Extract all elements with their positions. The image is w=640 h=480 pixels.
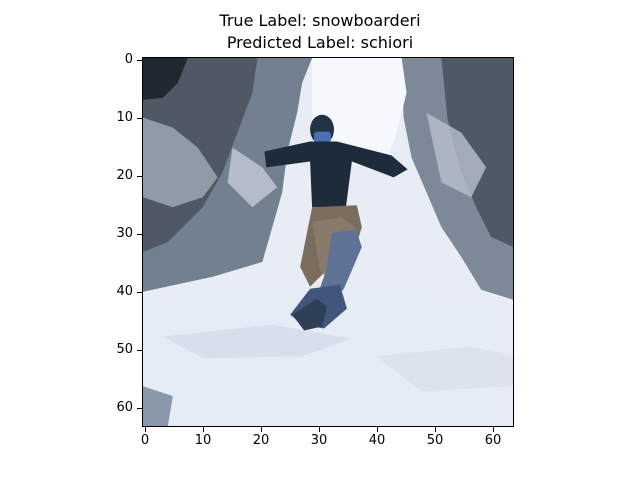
x-tick-0 — [145, 427, 146, 432]
y-tick-label-40: 40 — [116, 284, 133, 299]
x-tick-label-0: 0 — [140, 433, 150, 448]
x-tick-label-60: 60 — [484, 433, 502, 448]
x-tick-40 — [377, 427, 378, 432]
x-tick-label-50: 50 — [426, 433, 444, 448]
chart-title-line-1: True Label: snowboarderi — [219, 11, 421, 30]
y-tick-40 — [137, 292, 142, 293]
chart-title-line-2: Predicted Label: schiori — [226, 33, 414, 52]
y-tick-10 — [137, 118, 142, 119]
image-axes — [142, 57, 514, 427]
y-tick-60 — [137, 408, 142, 409]
x-tick-label-10: 10 — [194, 433, 212, 448]
x-tick-30 — [319, 427, 320, 432]
snowboarder-photo — [143, 58, 513, 426]
y-tick-label-0: 0 — [124, 52, 133, 67]
x-tick-label-40: 40 — [368, 433, 386, 448]
x-tick-50 — [435, 427, 436, 432]
y-tick-label-20: 20 — [116, 168, 133, 183]
y-tick-0 — [137, 60, 142, 61]
y-tick-30 — [137, 234, 142, 235]
x-tick-20 — [261, 427, 262, 432]
y-tick-20 — [137, 176, 142, 177]
y-tick-label-10: 10 — [116, 110, 133, 125]
y-tick-label-30: 30 — [116, 226, 133, 241]
y-tick-label-50: 50 — [116, 342, 133, 357]
x-tick-10 — [203, 427, 204, 432]
x-tick-label-20: 20 — [252, 433, 270, 448]
y-tick-50 — [137, 350, 142, 351]
y-tick-label-60: 60 — [116, 400, 133, 415]
x-tick-60 — [493, 427, 494, 432]
x-tick-label-30: 30 — [310, 433, 328, 448]
